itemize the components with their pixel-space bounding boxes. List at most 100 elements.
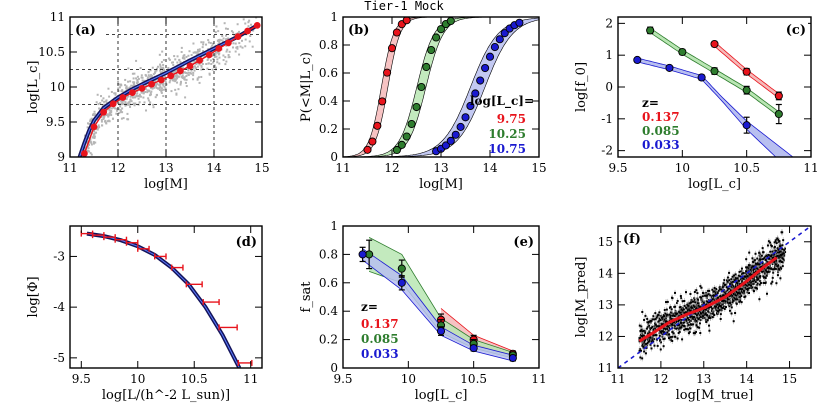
scatter-point [714,291,717,294]
scatter-point [775,259,778,262]
cloud-point [82,158,84,160]
scatter-point [768,270,771,273]
scatter-point [700,298,703,301]
cloud-point [207,41,210,44]
cloud-point [200,41,203,44]
scatter-point [713,286,716,289]
mean-point [167,72,175,80]
scatter-point [643,318,646,321]
scatter-point [712,310,715,313]
scatter-point [748,281,751,284]
cloud-point [92,142,95,145]
cloud-point [153,80,156,83]
cloud-point [186,67,189,70]
cloud-point [160,87,163,90]
cdf-point [485,52,495,61]
scatter-point [743,295,746,298]
scatter-point [740,279,743,282]
scatter-point [751,286,754,289]
scatter-point [679,325,682,328]
scatter-point [678,331,681,334]
scatter-point [694,301,697,304]
scatter-point [740,294,743,297]
cloud-point [147,90,150,93]
cloud-point [174,78,177,81]
cloud-point [117,102,120,105]
cloud-point [185,75,188,78]
scatter-point [775,242,778,245]
legend-entry-green: 0.085 [642,124,680,138]
cloud-point [141,79,144,82]
scatter-point [728,279,731,282]
scatter-point [694,330,697,333]
cdf-point [466,101,475,111]
y-tick-label: 13 [598,298,613,312]
scatter-point [689,292,692,295]
cloud-point [163,76,166,79]
mean-point [253,22,261,29]
y-tick-label: 14 [598,266,614,280]
scatter-point [776,247,779,250]
scatter-point [748,291,751,294]
scatter-point [701,295,704,298]
scatter-point [689,327,692,330]
scatter-point [693,316,696,319]
cloud-point [195,61,198,64]
cdf-point [422,62,431,72]
cloud-point [172,70,175,73]
scatter-point [726,280,729,283]
scatter-point [728,271,731,274]
scatter-point [737,279,740,282]
scatter-point [698,326,701,329]
scatter-point [760,254,763,257]
scatter-point [728,301,731,304]
cloud-point [225,50,228,53]
plot-area [70,17,262,169]
cloud-point [159,71,162,74]
cloud-point [187,71,190,74]
cloud-point [180,46,183,49]
cloud-point [82,162,84,164]
scatter-point [758,258,761,261]
scatter-point [783,249,786,252]
cloud-point [209,42,212,45]
scatter-point [734,294,737,297]
scatter-point [727,298,730,301]
cloud-point [193,69,196,72]
scatter-point [687,304,690,307]
scatter-point [731,294,734,297]
scatter-point [687,323,690,326]
panel-d: 9.5 10 10.5 11 -5 -4 -3 log[L/(h^-2 L_sun)] log[… [26,225,263,403]
x-tick-label: 10.5 [181,372,208,386]
scatter-point [678,328,681,331]
y-tick-label: -4 [53,300,65,314]
cloud-point [207,57,210,60]
data-point [397,264,406,273]
cloud-point [191,67,194,70]
scatter-point [716,310,719,313]
scatter-point [681,338,684,341]
scatter-point [710,296,713,299]
scatter-point [670,318,673,321]
y-tick-label: 0 [605,80,613,94]
scatter-point [663,337,666,340]
cloud-point [83,167,85,169]
cloud-point [173,55,176,58]
scatter-point [668,337,671,340]
scatter-point [702,312,705,315]
scatter-point [650,319,653,322]
cloud-point [86,122,89,125]
scatter-point [754,280,757,283]
scatter-point [704,312,707,315]
scatter-point [767,270,770,273]
cloud-point [146,91,149,94]
scatter-point [666,331,669,334]
scatter-point [753,268,756,271]
scatter-point [701,311,704,314]
cloud-point [225,44,228,47]
scatter-point [773,241,776,244]
scatter-point [730,312,733,315]
cloud-point [230,30,233,33]
scatter-point [727,287,730,290]
cloud-point [130,100,133,103]
